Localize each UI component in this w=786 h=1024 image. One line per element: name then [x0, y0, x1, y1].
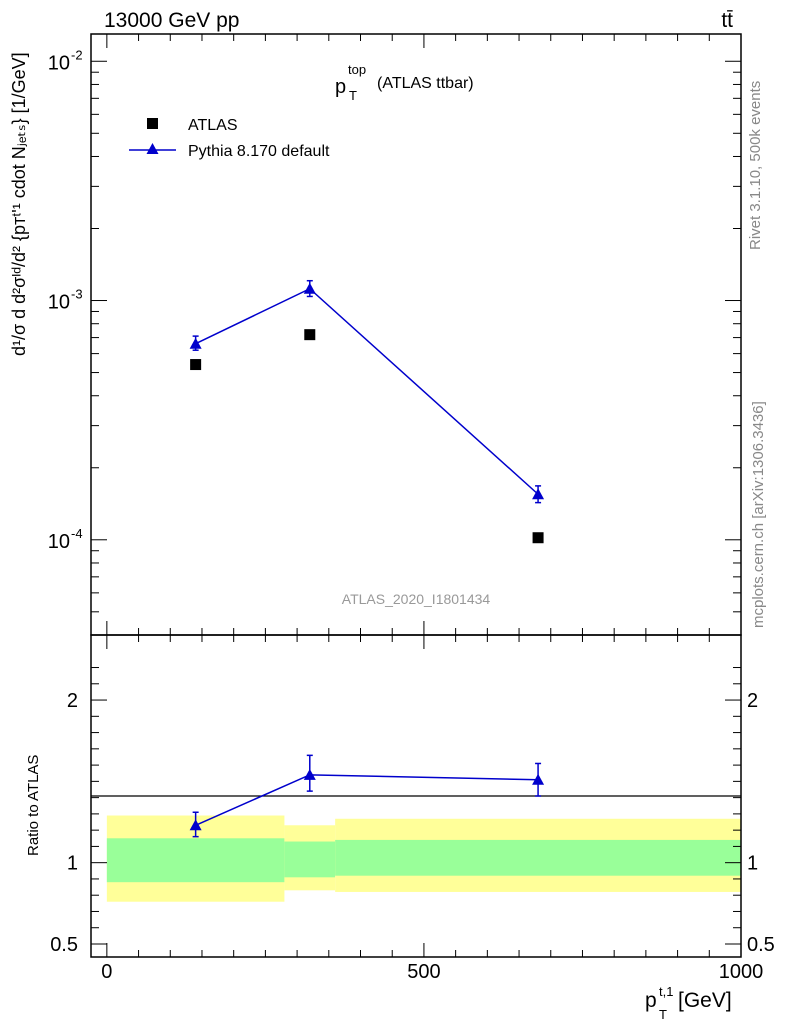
main-title-subscript: T	[349, 88, 357, 103]
x-axis-label-subscript: T	[659, 1007, 667, 1022]
ratio-band-green	[335, 839, 741, 876]
y-tick-label-exponent: -4	[71, 526, 83, 541]
y-tick-label: 10	[48, 292, 70, 314]
main-marks	[189, 279, 545, 544]
legend-pythia-marker	[146, 143, 159, 154]
legend-atlas-label: ATLAS	[188, 117, 238, 134]
x-axis-label-symbol: p	[645, 989, 657, 1012]
legend-pythia-label: Pythia 8.170 default	[188, 143, 330, 160]
ratio-plot-frame	[90, 634, 742, 958]
main-title: p top T (ATLAS ttbar)	[335, 62, 474, 103]
legend-atlas-marker	[147, 118, 158, 129]
pythia-point	[189, 337, 202, 349]
ratio-y-tick-label-left: 0.5	[50, 934, 78, 956]
main-title-symbol: p	[335, 76, 346, 98]
main-panel: p top T (ATLAS ttbar) d¹/σ d d²σᴵᵈ/d² {p…	[9, 33, 742, 636]
main-title-text: (ATLAS ttbar)	[377, 75, 474, 92]
pythia-series-line	[195, 287, 539, 495]
pythia-point	[303, 282, 316, 294]
ratio-point	[189, 819, 202, 831]
main-grid-ticks: 10-210-310-4	[48, 34, 742, 636]
x-axis-label-superscript: t,1	[659, 984, 673, 999]
x-axis-label: p t,1 T [GeV]	[645, 984, 732, 1022]
y-tick-label-exponent: -3	[71, 287, 83, 302]
ratio-band-green	[284, 841, 336, 878]
y-tick-label: 10	[48, 531, 70, 553]
header-left-label: 13000 GeV pp	[104, 9, 239, 32]
ratio-grid-ticks: 2 2 1 1 0.5 0.5 0 500 1000	[50, 635, 775, 983]
ratio-point	[532, 773, 545, 785]
analysis-watermark: ATLAS_2020_I1801434	[342, 591, 491, 607]
atlas-point	[532, 532, 544, 544]
ratio-y-tick-label-right: 1	[747, 853, 758, 875]
y-tick-label-exponent: -2	[71, 47, 83, 62]
main-title-superscript: top	[348, 62, 366, 77]
rivet-version-label: Rivet 3.1.10, 500k events	[747, 81, 764, 250]
ratio-y-tick-label-right: 2	[747, 690, 758, 712]
legend: ATLAS Pythia 8.170 default	[129, 117, 330, 160]
pythia-point	[532, 488, 545, 500]
atlas-point	[304, 329, 316, 341]
header-right-label: tt̄	[721, 9, 733, 32]
ratio-y-tick-label-left: 2	[67, 690, 78, 712]
ratio-bands	[106, 815, 741, 902]
x-tick-label: 1000	[719, 961, 764, 983]
main-y-axis-label: d¹/σ d d²σᴵᵈ/d² {pᴛᵗʹ¹ cdot Nⱼₑₜₛ} [1/Ge…	[9, 52, 29, 356]
y-tick-label: 10	[48, 52, 70, 74]
x-axis-label-unit: [GeV]	[678, 989, 732, 1012]
x-tick-label: 500	[407, 961, 440, 983]
ratio-panel: 2 2 1 1 0.5 0.5 0 500 1000 Ratio to ATLAS p t,1 …	[25, 634, 775, 1022]
x-tick-label: 0	[101, 961, 112, 983]
ratio-point	[303, 768, 316, 780]
ratio-marks	[189, 754, 545, 838]
ratio-band-green	[106, 838, 285, 883]
source-label: mcplots.cern.ch [arXiv:1306.3436]	[750, 401, 767, 628]
atlas-point	[190, 359, 202, 371]
ratio-y-axis-label: Ratio to ATLAS	[25, 755, 42, 856]
ratio-y-tick-label-right: 0.5	[747, 934, 775, 956]
ratio-y-tick-label-left: 1	[67, 853, 78, 875]
